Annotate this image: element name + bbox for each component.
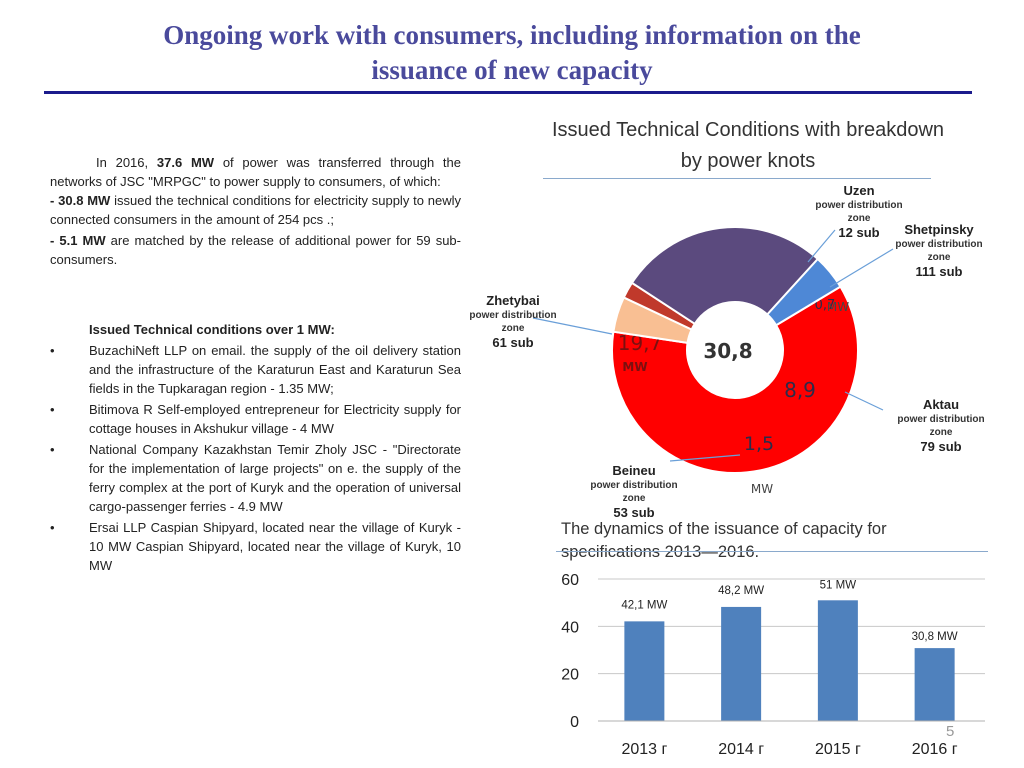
intro-p3-bold: - 5.1 MW — [50, 233, 106, 248]
zone-subtitle: power distribution — [895, 239, 982, 250]
list-item-text: Ersai LLP Caspian Shipyard, located near… — [89, 520, 461, 573]
x-tick-label: 2016 г — [912, 741, 958, 758]
zone-leader-line — [844, 391, 884, 411]
intro-p3-post: are matched by the release of additional… — [50, 233, 461, 267]
list-item-text: National Company Kazakhstan Temir Zholy … — [89, 442, 461, 514]
bar-chart-title: The dynamics of the issuance of capacity… — [561, 520, 887, 561]
zone-leader-line — [829, 248, 894, 288]
bullet-icon: • — [50, 343, 55, 358]
zone-subtitle: power distribution — [815, 200, 902, 211]
intro-p2-bold: - 30.8 MW — [50, 193, 111, 208]
zone-count: 79 sub — [920, 439, 961, 454]
zone-count: 53 sub — [613, 505, 654, 520]
slice-unit-label: MW — [827, 300, 849, 314]
title-line-2: issuance of new capacity — [371, 55, 653, 85]
slice-value-label: 8,9 — [784, 378, 816, 402]
zone-subtitle: power distribution — [590, 480, 677, 491]
list-item-text: BuzachiNeft LLP on email. the supply of … — [89, 343, 461, 396]
list-item: • BuzachiNeft LLP on email. the supply of… — [50, 341, 461, 398]
bullet-icon: • — [50, 442, 55, 457]
zone-subtitle: zone — [930, 427, 953, 438]
donut-chart-title: Issued Technical Conditions with breakdo… — [551, 119, 945, 172]
bar-data-label: 51 MW — [820, 579, 857, 591]
slice-unit-label: MW — [622, 360, 647, 374]
zone-subtitle: zone — [623, 493, 646, 504]
slice-value-label: 0,7 — [815, 298, 836, 313]
y-tick-label: 20 — [561, 667, 579, 684]
bar — [914, 648, 955, 721]
zone-subtitle: power distribution — [469, 310, 556, 321]
y-tick-label: 40 — [561, 619, 579, 636]
title-line-1: Ongoing work with consumers, including i… — [163, 20, 861, 50]
zone-subtitle: zone — [928, 252, 951, 263]
list-item: • Ersai LLP Caspian Shipyard, located nea… — [50, 518, 461, 575]
y-tick-label: 60 — [561, 572, 579, 589]
bar — [721, 606, 762, 721]
x-tick-label: 2014 г — [718, 741, 764, 758]
zone-name: Aktau — [923, 397, 959, 412]
zone-count: 111 sub — [916, 264, 963, 279]
zone-count: 61 sub — [492, 335, 533, 350]
intro-p1-bold: 37.6 MW — [156, 155, 215, 170]
zone-name: Uzen — [843, 183, 874, 198]
donut-title-rule — [543, 178, 931, 179]
bar-data-label: 30,8 MW — [912, 631, 958, 643]
list-item: • Bitimova R Self-employed entrepreneur f… — [50, 400, 461, 438]
donut-slice — [765, 257, 842, 327]
donut-slice — [630, 226, 820, 326]
zone-subtitle: power distribution — [897, 414, 984, 425]
bullet-icon: • — [50, 402, 55, 417]
intro-p2-post: issued the technical conditions for elec… — [50, 193, 461, 227]
page-number: 5 — [946, 723, 955, 740]
slice-unit-label: MW — [751, 482, 773, 496]
bar — [817, 600, 858, 721]
intro-paragraph-2: - 30.8 MW issued the technical condition… — [50, 191, 461, 229]
slice-value-label: 1,5 — [744, 433, 774, 455]
zone-count: 12 sub — [838, 225, 879, 240]
zone-subtitle: zone — [848, 213, 871, 224]
bar-data-label: 48,2 MW — [718, 585, 764, 597]
list-item: • National Company Kazakhstan Temir Zhol… — [50, 440, 461, 516]
intro-p1-post: of power was transferred through the net… — [50, 155, 461, 189]
page-title: Ongoing work with consumers, including i… — [0, 18, 1024, 88]
bar-title-rule — [556, 551, 988, 552]
zone-leader-line — [669, 454, 741, 462]
intro-p1-pre: In 2016, — [96, 155, 157, 170]
bullet-icon: • — [50, 520, 55, 535]
intro-paragraph-3: - 5.1 MW are matched by the release of a… — [50, 231, 461, 269]
zone-name: Shetpinsky — [904, 222, 974, 237]
conditions-heading: Issued Technical conditions over 1 MW: — [89, 322, 335, 337]
bar — [624, 621, 665, 721]
intro-text: In 2016, 37.6 MW of power was transferre… — [50, 153, 461, 269]
zone-leader-line — [532, 317, 613, 335]
conditions-list: Issued Technical conditions over 1 MW: •… — [50, 320, 461, 577]
zone-subtitle: zone — [502, 323, 525, 334]
y-tick-label: 0 — [570, 714, 579, 731]
x-tick-label: 2013 г — [621, 741, 667, 758]
donut-center-value: 30,8 — [703, 339, 752, 363]
x-tick-label: 2015 г — [815, 741, 861, 758]
bar-data-label: 42,1 MW — [621, 599, 667, 611]
intro-paragraph-1: In 2016, 37.6 MW of power was transferre… — [50, 153, 461, 191]
zone-name: Beineu — [612, 463, 655, 478]
zone-leader-line — [807, 229, 836, 263]
list-item-text: Bitimova R Self-employed entrepreneur fo… — [89, 402, 461, 436]
donut-slice — [611, 285, 859, 474]
zone-name: Zhetybai — [486, 293, 539, 308]
title-rule — [44, 91, 972, 94]
